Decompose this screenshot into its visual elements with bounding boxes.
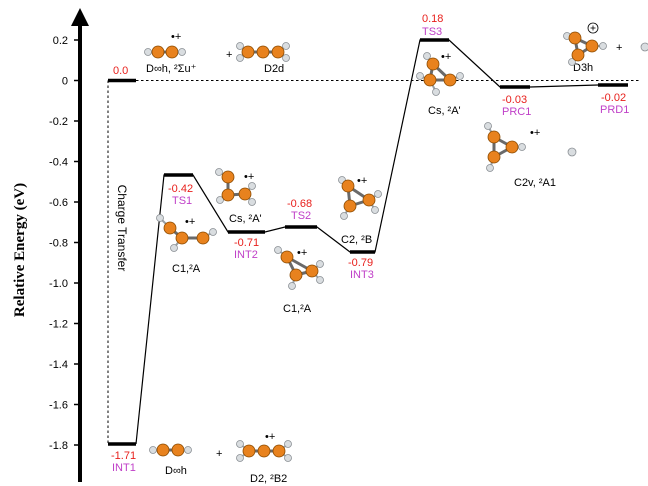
y-tick-label: -0.6 [49, 197, 68, 209]
symmetry-label-reactant-right: D2d [264, 63, 284, 75]
energy-value-ts3: 0.18 [422, 13, 443, 25]
y-tick-label: -1.4 [49, 359, 68, 371]
y-tick-label: -0.4 [49, 157, 68, 169]
state-name-int2: INT2 [234, 249, 258, 261]
y-axis-title: Relative Energy (eV) [12, 183, 28, 317]
state-name-ts3: TS3 [422, 26, 442, 38]
symmetry-label-prc1: C2v, ²A1 [514, 177, 556, 189]
plus-sign: + [216, 448, 222, 460]
energy-value-ts1: -0.42 [168, 183, 193, 195]
radical-cation-label: •+ [297, 247, 307, 259]
symmetry-label-ts3: Cs, ²A' [428, 105, 461, 117]
plus-sign: + [616, 42, 622, 54]
molecule-ts2 [338, 176, 382, 220]
radical-cation-label: •+ [357, 175, 367, 187]
plus-sign: + [226, 49, 232, 61]
radical-cation-label: •+ [441, 51, 451, 63]
symmetry-label-int2: Cs, ²A' [229, 213, 262, 225]
charge-transfer-label: Charge Transfer [115, 185, 129, 272]
y-tick-label: -1.2 [49, 319, 68, 331]
y-tick-label: -1.6 [49, 400, 68, 412]
y-tick-label: 0 [62, 76, 68, 88]
radical-cation-label: •+ [265, 431, 275, 443]
molecule-prd1 [563, 22, 648, 66]
energy-levels [108, 38, 628, 446]
symmetry-label-int1-left: D∞h [165, 465, 187, 477]
molecule-int2 [215, 168, 256, 206]
state-name-prd1: PRD1 [600, 104, 629, 116]
energy-value-reactants: 0.0 [113, 65, 128, 77]
y-tick-label: -1.0 [49, 278, 68, 290]
symmetry-label-int3: C1,²A [283, 303, 312, 315]
symmetry-label-ts2: C2, ²B [341, 234, 372, 246]
energy-value-prc1: -0.03 [502, 94, 527, 106]
state-name-int3: INT3 [350, 269, 374, 281]
radical-cation-label: •+ [530, 127, 540, 139]
y-tick-labels: 0.2 0 -0.2 -0.4 -0.6 -0.8 -1.0 -1.2 -1.4… [49, 35, 68, 452]
radical-cation-label: •+ [185, 216, 195, 228]
molecule-int1-allene [236, 440, 292, 462]
molecule-reactant-allene [236, 42, 290, 62]
molecule-reactant-linear [144, 45, 186, 59]
symmetry-label-prd1: D3h [573, 62, 593, 74]
y-ticks [74, 39, 82, 446]
y-axis-arrow [71, 8, 89, 26]
molecule-int3 [274, 246, 324, 290]
molecule-ts3 [416, 52, 464, 96]
symmetry-label-reactant-left: D∞h, ²Σu⁺ [146, 63, 197, 75]
molecule-int1-linear [149, 443, 192, 457]
energy-value-ts2: -0.68 [287, 198, 312, 210]
state-name-int1: INT1 [112, 462, 136, 474]
energy-value-int1: -1.71 [111, 450, 136, 462]
radical-cation-label: •+ [244, 171, 254, 183]
y-tick-label: 0.2 [53, 35, 68, 47]
y-tick-label: -1.8 [49, 440, 68, 452]
state-name-prc1: PRC1 [502, 106, 531, 118]
reaction-path [135, 39, 599, 445]
state-name-ts1: TS1 [172, 195, 192, 207]
energy-value-int3: -0.79 [348, 257, 373, 269]
charge-circle-icon [587, 22, 599, 34]
molecule-ts1 [156, 214, 217, 252]
y-tick-label: -0.8 [49, 238, 68, 250]
energy-value-prd1: -0.02 [601, 92, 626, 104]
molecule-prc1 [484, 122, 577, 172]
radical-cation-label: •+ [171, 31, 181, 43]
state-name-ts2: TS2 [291, 210, 311, 222]
symmetry-label-ts1: C1,²A [172, 263, 201, 275]
symmetry-label-int1-right: D2, ²B2 [250, 473, 287, 485]
y-tick-label: -0.2 [49, 116, 68, 128]
energy-value-int2: -0.71 [234, 237, 259, 249]
